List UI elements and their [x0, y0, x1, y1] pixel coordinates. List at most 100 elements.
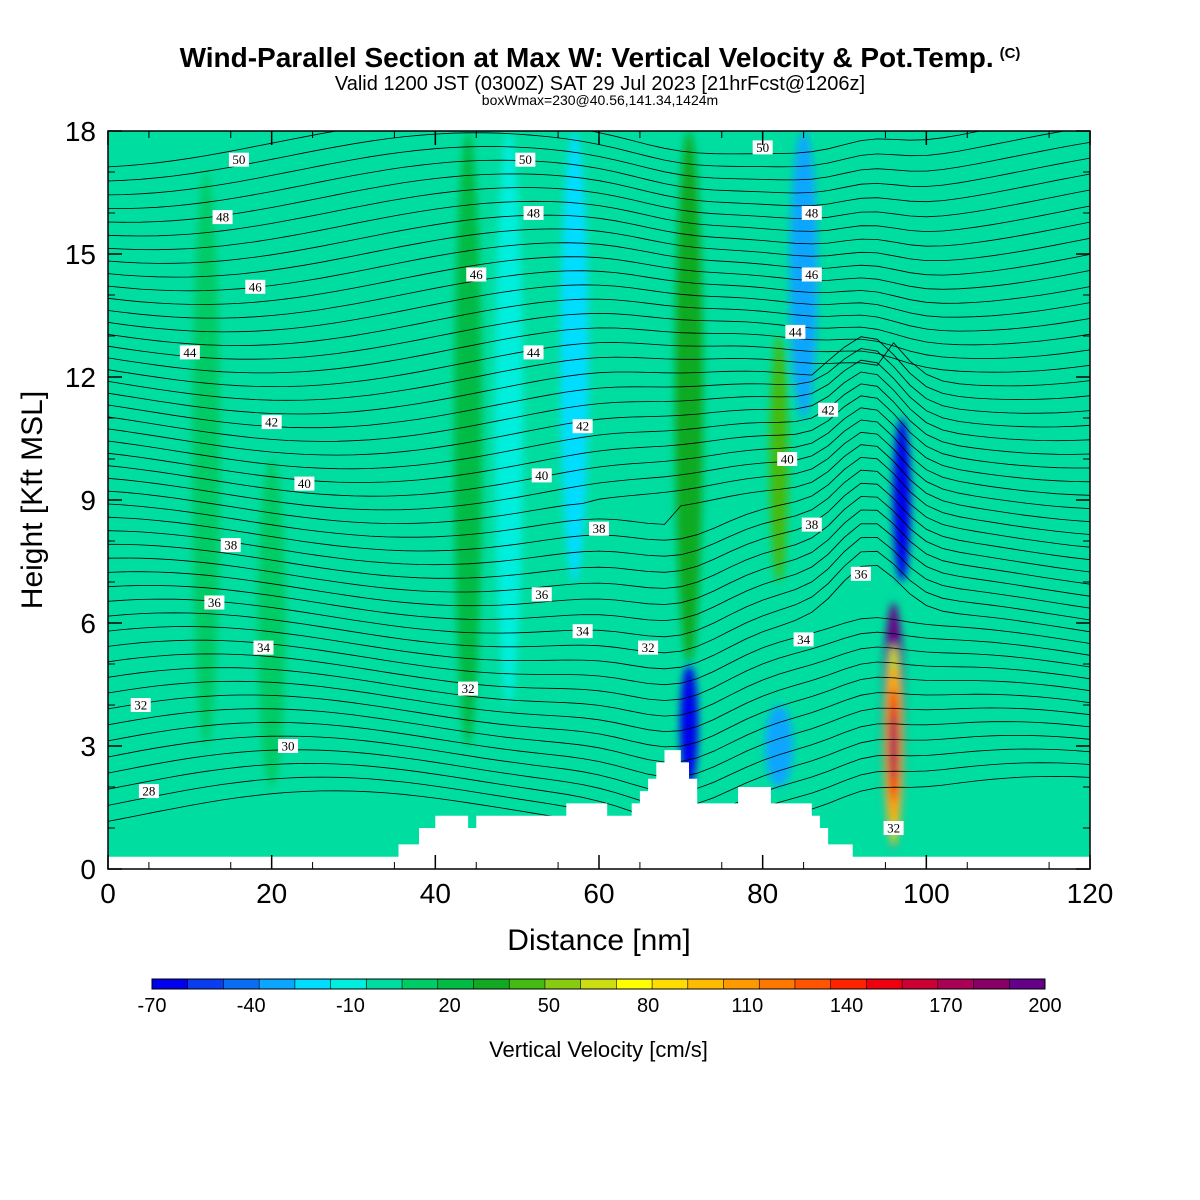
plot-clip-group: 28 30 32 32 32 32 34 34 34 36 36 36 38 38 38 40 40 40 42 42…: [108, 131, 1090, 869]
theta-label-bg: [212, 210, 233, 225]
chart-subtitle: Valid 1200 JST (0300Z) SAT 29 Jul 2023 […: [334, 73, 866, 95]
chart-subtitle-box: boxWmax=230@40.56,141.34,1424m: [481, 92, 719, 108]
theta-contour-line: [108, 707, 1090, 778]
theta-label-bg: [523, 206, 544, 220]
colorbar-swatch: [830, 979, 867, 989]
theta-label: 42: [576, 419, 589, 434]
theta-contour-line: [108, 157, 1090, 209]
theta-contour-line: [108, 661, 1090, 733]
theta-label: 50: [232, 152, 245, 167]
theta-label-bg: [752, 140, 773, 155]
theta-label: 28: [142, 784, 155, 799]
theta-label-bg: [228, 152, 249, 167]
colorbar-tick-label: 200: [1028, 995, 1061, 1017]
theta-contour-line: [108, 550, 1090, 654]
x-tick-label: 80: [747, 878, 778, 909]
colorbar-swatch: [652, 979, 689, 989]
theta-contour-line: [108, 336, 1090, 415]
y-tick-label: 9: [80, 485, 96, 516]
theta-label-bg: [801, 206, 822, 220]
theta-label-bg: [294, 476, 315, 491]
theta-label-bg: [220, 538, 241, 553]
theta-label: 38: [593, 521, 606, 536]
colorbar-swatch: [937, 979, 975, 989]
theta-label-bg: [253, 640, 274, 655]
theta-contour-line: [108, 200, 1090, 251]
plot-area: 28 30 32 32 32 32 34 34 34 36 36 36 38 38 38 40 40 40 42 42…: [108, 131, 1090, 869]
colorbar-swatch: [366, 979, 403, 989]
x-tick-label: 0: [100, 878, 116, 909]
theta-contour-line: [108, 431, 1090, 525]
colorbar-tick-label: -10: [336, 995, 365, 1017]
x-tick-label: 120: [1067, 878, 1114, 909]
y-axis-title: Height [Kft MSL]: [16, 391, 49, 609]
theta-contour-line: [108, 371, 1090, 456]
y-tick-label: 12: [65, 362, 96, 393]
theta-label: 50: [756, 140, 769, 155]
theta-contour-line: [108, 242, 1090, 292]
theta-label: 30: [282, 739, 295, 754]
theta-contour-line: [108, 407, 1090, 497]
theta-label-bg: [801, 267, 822, 282]
y-tick-label: 0: [80, 854, 96, 885]
theta-contour-line: [108, 342, 1090, 401]
theta-contour-line: [108, 342, 1090, 388]
theta-label: 40: [781, 452, 794, 467]
theta-contours: [108, 131, 1090, 850]
theta-label: 36: [208, 595, 222, 610]
theta-contour-line: [108, 496, 1090, 593]
theta-label-bg: [801, 517, 822, 532]
theta-label-bg: [850, 566, 871, 581]
theta-label: 36: [854, 566, 868, 581]
theta-label: 50: [519, 152, 532, 167]
theta-label: 44: [183, 345, 197, 360]
theta-label-bg: [261, 415, 282, 430]
theta-contour-line: [108, 536, 1090, 638]
theta-label: 38: [805, 517, 818, 532]
theta-label: 42: [265, 415, 278, 430]
theta-label: 32: [462, 681, 475, 696]
colorbar-swatch: [509, 979, 546, 989]
theta-label: 36: [535, 587, 549, 602]
y-tick-label: 18: [65, 116, 96, 147]
x-tick-label: 20: [256, 878, 287, 909]
colorbar-swatch: [759, 979, 796, 989]
theta-label: 32: [642, 640, 655, 655]
theta-label: 38: [224, 538, 237, 553]
theta-label-bg: [466, 267, 487, 282]
x-tick-label: 60: [583, 878, 614, 909]
theta-label-bg: [515, 152, 536, 167]
theta-contour-line: [108, 444, 1090, 538]
theta-label-bg: [883, 821, 904, 835]
theta-label: 46: [470, 267, 484, 282]
copyright-mark: (C): [999, 45, 1021, 62]
theta-label-bg: [130, 698, 151, 712]
velocity-feature: [192, 172, 221, 746]
theta-label-bg: [138, 784, 159, 799]
theta-label-bg: [523, 345, 544, 360]
theta-label-bg: [458, 681, 479, 696]
theta-label: 48: [805, 206, 818, 221]
x-tick-label: 40: [420, 878, 451, 909]
colorbar-swatch: [473, 979, 510, 989]
x-tick-label: 100: [903, 878, 950, 909]
theta-label: 34: [576, 624, 590, 639]
theta-contour-line: [108, 735, 1090, 807]
theta-contour-line: [108, 359, 1090, 442]
colorbar-swatch: [794, 979, 832, 989]
theta-label: 44: [527, 345, 541, 360]
colorbar-title: Vertical Velocity [cm/s]: [489, 1037, 708, 1062]
theta-label-bg: [589, 521, 609, 536]
theta-label: 44: [789, 324, 803, 339]
colorbar: -70 -40 -10 20 50 80 110 140 170 200 Vertical Velo…: [138, 978, 1062, 1062]
theta-label-bg: [204, 595, 225, 610]
colorbar-tick-label: 110: [731, 995, 763, 1017]
colorbar-swatch: [616, 979, 653, 989]
velocity-feature: [454, 131, 483, 746]
theta-contour-line: [108, 256, 1090, 305]
colorbar-swatch: [544, 979, 582, 989]
theta-label-bg: [572, 419, 593, 434]
theta-label: 46: [805, 267, 819, 282]
